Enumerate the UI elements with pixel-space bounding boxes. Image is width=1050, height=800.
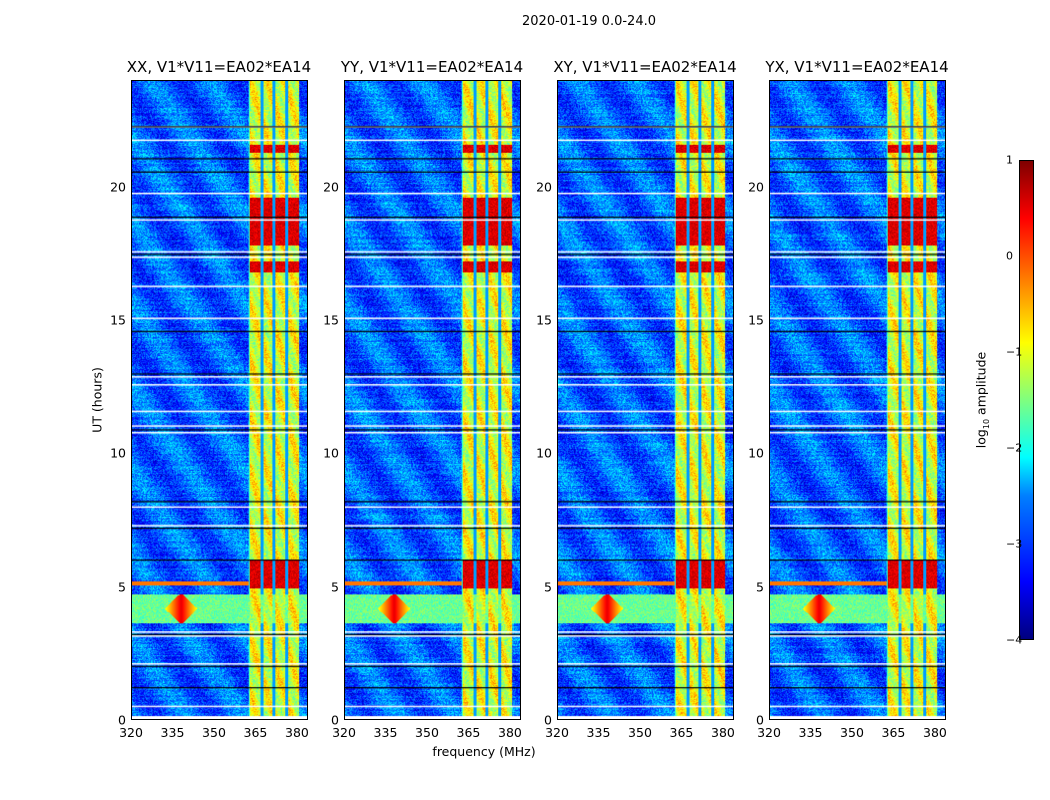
colorbar-tick-label: −2: [1006, 441, 1023, 455]
y-tick-label: 10: [536, 445, 552, 461]
x-tick-label: 380: [711, 725, 735, 740]
x-tick-label: 335: [586, 725, 611, 740]
waterfall-panel-2: [344, 80, 521, 720]
colorbar-label: log10 amplitude: [973, 351, 991, 449]
y-tick-label: 20: [110, 179, 126, 195]
y-tick-label: 0: [544, 712, 552, 728]
colorbar-tick-label: −4: [1006, 633, 1023, 647]
waterfall-panel-4: [769, 80, 946, 720]
x-tick-label: 335: [373, 725, 398, 740]
colorbar-tick-label: 1: [1006, 153, 1013, 167]
panel-title: XY, V1*V11=EA02*EA14: [553, 58, 737, 76]
x-tick-label: 320: [119, 725, 143, 740]
y-tick-label: 0: [756, 712, 764, 728]
x-tick-label: 365: [456, 725, 481, 740]
heatmap-image: [132, 81, 307, 719]
heatmap-image: [345, 81, 520, 719]
y-tick-label: 5: [756, 579, 764, 595]
colorbar: [1019, 160, 1034, 640]
x-axis-label: frequency (MHz): [432, 744, 536, 759]
x-tick-label: 320: [332, 725, 356, 740]
colorbar-tick-label: 0: [1006, 249, 1013, 263]
x-tick-label: 320: [757, 725, 781, 740]
panel-title: XX, V1*V11=EA02*EA14: [126, 58, 312, 76]
x-tick-label: 350: [202, 725, 226, 740]
x-tick-label: 350: [840, 725, 864, 740]
y-tick-label: 5: [544, 579, 552, 595]
colorbar-tick-label: −1: [1006, 345, 1023, 359]
y-tick-label: 15: [110, 312, 126, 328]
x-tick-label: 365: [669, 725, 694, 740]
y-axis-label: UT (hours): [89, 367, 105, 433]
x-tick-label: 380: [498, 725, 522, 740]
x-tick-label: 350: [628, 725, 652, 740]
panel-title: YX, V1*V11=EA02*EA14: [765, 58, 949, 76]
x-tick-label: 350: [415, 725, 439, 740]
heatmap-image: [558, 81, 733, 719]
x-tick-label: 365: [881, 725, 906, 740]
y-tick-label: 15: [748, 312, 764, 328]
x-tick-label: 335: [798, 725, 823, 740]
y-tick-label: 20: [748, 179, 764, 195]
waterfall-panel-3: [557, 80, 734, 720]
y-tick-label: 20: [323, 179, 339, 195]
x-tick-label: 365: [243, 725, 268, 740]
y-tick-label: 10: [323, 445, 339, 461]
colorbar-tick-label: −3: [1006, 537, 1023, 551]
y-tick-label: 0: [118, 712, 126, 728]
heatmap-image: [770, 81, 945, 719]
y-tick-label: 15: [536, 312, 552, 328]
y-tick-label: 5: [118, 579, 126, 595]
x-tick-label: 335: [160, 725, 185, 740]
y-tick-label: 10: [748, 445, 764, 461]
figure-title: 2020-01-19 0.0-24.0: [522, 14, 656, 29]
x-tick-label: 380: [285, 725, 309, 740]
y-tick-label: 20: [536, 179, 552, 195]
x-tick-label: 320: [545, 725, 569, 740]
y-tick-label: 0: [331, 712, 339, 728]
y-tick-label: 10: [110, 445, 126, 461]
waterfall-panel-1: [131, 80, 308, 720]
x-tick-label: 380: [923, 725, 947, 740]
y-tick-label: 5: [331, 579, 339, 595]
panel-title: YY, V1*V11=EA02*EA14: [340, 58, 524, 76]
y-tick-label: 15: [323, 312, 339, 328]
